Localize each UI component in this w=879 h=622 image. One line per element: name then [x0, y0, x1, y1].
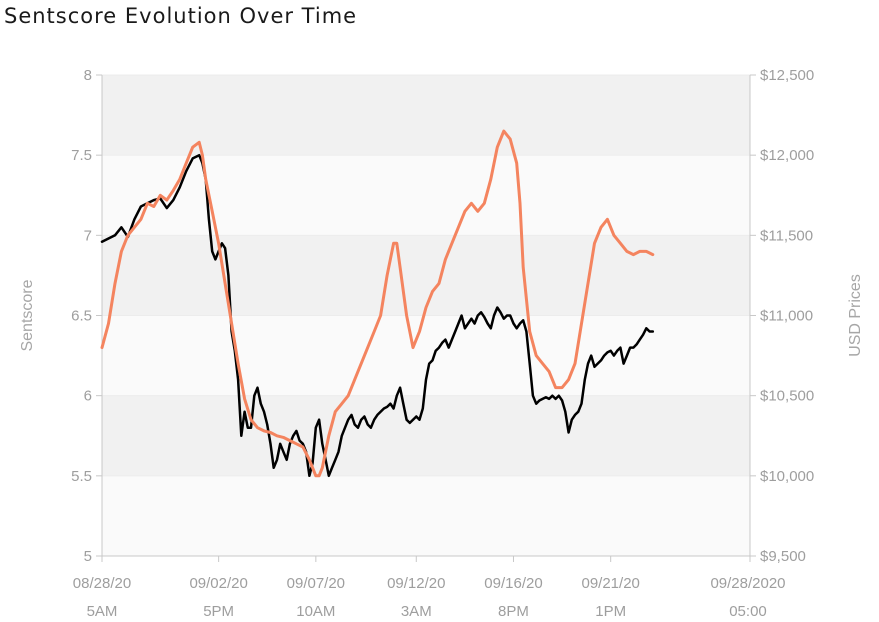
usd-price-line — [100, 129, 655, 478]
x-tick-label: 09/16/20 — [484, 575, 542, 592]
x-tick-label: 09/12/20 — [387, 575, 445, 592]
plot-band — [102, 155, 750, 236]
y2-axis-label: USD Prices — [847, 274, 864, 357]
chart-title: Sentscore Evolution Over Time — [4, 4, 358, 28]
plot-band — [102, 475, 750, 556]
y2-tick-label: $12,000 — [760, 147, 814, 164]
x-tick-sublabel: 5PM — [203, 603, 234, 620]
x-tick-label: 09/21/20 — [581, 575, 639, 592]
y-tick-label: 5 — [84, 548, 92, 565]
plot-band — [102, 395, 750, 476]
y2-tick-label: $10,500 — [760, 388, 814, 405]
y2-tick-label: $12,500 — [760, 67, 814, 84]
y2-tick-label: $11,500 — [760, 227, 813, 244]
x-tick-label: 09/07/20 — [287, 575, 345, 592]
y-tick-label: 8 — [84, 67, 92, 84]
tick-labels: 5 5.5 6 6.5 7 7.5 8 $9,500 $10,000 $10,500 $11,000… — [71, 67, 814, 620]
x-tick-sublabel: 5AM — [87, 603, 118, 620]
y-tick-label: 7.5 — [71, 147, 92, 164]
axes — [96, 74, 756, 562]
y-tick-label: 7 — [84, 227, 92, 244]
y-axis-label: Sentscore — [19, 279, 36, 351]
y2-tick-label: $10,000 — [760, 468, 814, 485]
x-tick-sublabel: 10AM — [296, 603, 335, 620]
plot-bands — [102, 75, 750, 556]
x-tick-sublabel: 3AM — [401, 603, 432, 620]
x-tick-label: 09/28/2020 — [710, 575, 785, 592]
x-tick-label: 08/28/20 — [73, 575, 131, 592]
y-tick-label: 6 — [84, 388, 92, 405]
series-layer — [100, 129, 655, 478]
plot-band — [102, 235, 750, 316]
plot-band — [102, 75, 750, 156]
y-tick-label: 6.5 — [71, 308, 92, 325]
y2-tick-label: $9,500 — [760, 548, 806, 565]
x-tick-sublabel: 1PM — [595, 603, 626, 620]
x-tick-sublabel: 05:00 — [729, 603, 767, 620]
x-tick-sublabel: 8PM — [498, 603, 529, 620]
x-tick-label: 09/02/20 — [189, 575, 247, 592]
y-tick-label: 5.5 — [71, 468, 92, 485]
y2-tick-label: $11,000 — [760, 308, 813, 325]
